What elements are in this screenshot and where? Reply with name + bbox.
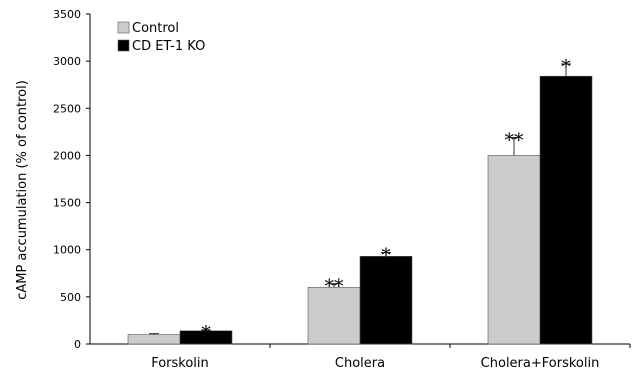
significance-marker: * <box>201 322 211 344</box>
y-tick-label: 1500 <box>53 197 81 210</box>
significance-marker: ** <box>505 130 525 152</box>
plot-area: 0 500 1000 1500 2000 2500 3000 3500 Forskolin * Ch… <box>53 8 631 371</box>
legend-swatch <box>117 21 130 34</box>
y-tick-label: 500 <box>60 291 81 304</box>
bar-control <box>127 334 181 345</box>
x-category-label: Cholera+Forskolin <box>481 356 600 371</box>
significance-marker: * <box>381 245 391 267</box>
y-tick-label: 3000 <box>53 55 81 68</box>
bar-cd-et-1-ko <box>359 256 413 345</box>
x-category-label: Cholera <box>335 356 385 371</box>
significance-marker: ** <box>325 276 345 298</box>
y-tick-label: 2000 <box>53 149 81 162</box>
legend-swatch <box>117 39 130 52</box>
legend-label: CD ET-1 KO <box>132 39 205 54</box>
y-tick-label: 3500 <box>53 8 81 21</box>
bar-control <box>487 155 541 345</box>
legend-label: Control <box>132 21 179 36</box>
y-tick-label: 2500 <box>53 102 81 115</box>
bar-cd-et-1-ko <box>539 75 593 345</box>
x-category-label: Forskolin <box>151 356 209 371</box>
significance-marker: * <box>561 56 571 78</box>
y-tick-label: 0 <box>74 338 81 351</box>
y-tick-label: 1000 <box>53 244 81 257</box>
y-axis-title: cAMP accumulation (% of control) <box>15 80 30 300</box>
